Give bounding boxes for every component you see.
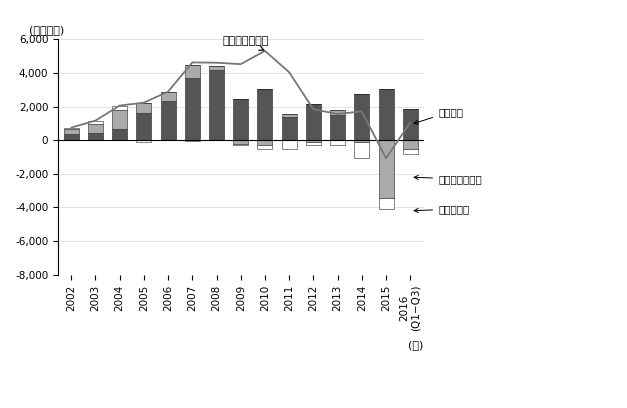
Bar bbox=[306, 140, 321, 142]
Bar bbox=[379, 198, 394, 209]
Bar bbox=[330, 110, 345, 115]
Bar bbox=[161, 92, 176, 101]
Bar bbox=[330, 140, 345, 144]
Bar bbox=[233, 144, 248, 145]
Bar bbox=[185, 78, 200, 140]
Bar bbox=[306, 142, 321, 146]
Bar bbox=[112, 129, 127, 140]
Bar bbox=[88, 121, 103, 124]
Bar bbox=[403, 140, 418, 149]
Bar bbox=[112, 110, 127, 129]
Text: 資本・金融収支: 資本・金融収支 bbox=[414, 174, 482, 184]
Bar bbox=[258, 145, 273, 149]
Bar bbox=[403, 109, 418, 140]
Bar bbox=[64, 129, 79, 134]
Bar bbox=[282, 114, 297, 118]
Bar bbox=[64, 128, 79, 129]
Text: (年): (年) bbox=[408, 341, 424, 350]
Bar bbox=[258, 140, 273, 145]
Bar bbox=[137, 113, 152, 140]
Bar bbox=[282, 140, 297, 149]
Bar bbox=[88, 133, 103, 140]
Bar bbox=[233, 100, 248, 140]
Bar bbox=[137, 140, 152, 142]
Text: (億米ドル): (億米ドル) bbox=[29, 25, 64, 35]
Bar bbox=[161, 101, 176, 140]
Text: 準備資産の増分: 準備資産の増分 bbox=[223, 36, 269, 50]
Bar bbox=[88, 124, 103, 133]
Bar bbox=[379, 140, 394, 198]
Bar bbox=[112, 106, 127, 110]
Bar bbox=[209, 67, 224, 70]
Bar bbox=[64, 134, 79, 140]
Bar bbox=[185, 65, 200, 78]
Bar bbox=[209, 70, 224, 140]
Bar bbox=[233, 140, 248, 144]
Bar bbox=[306, 104, 321, 140]
Bar bbox=[379, 89, 394, 140]
Bar bbox=[403, 149, 418, 154]
Bar bbox=[258, 89, 273, 140]
Bar bbox=[354, 140, 369, 142]
Text: 経常収支: 経常収支 bbox=[414, 106, 463, 124]
Bar bbox=[282, 118, 297, 140]
Bar bbox=[330, 115, 345, 140]
Bar bbox=[137, 103, 152, 113]
Text: 誤差・脱漏: 誤差・脱漏 bbox=[414, 204, 470, 214]
Bar bbox=[354, 94, 369, 140]
Bar bbox=[354, 142, 369, 158]
